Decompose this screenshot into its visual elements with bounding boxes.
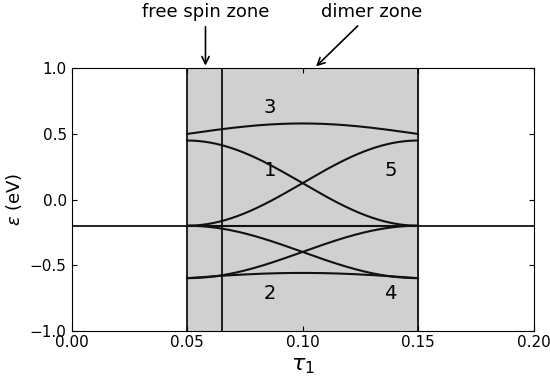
- Text: dimer zone: dimer zone: [317, 3, 422, 65]
- Text: 3: 3: [264, 98, 276, 117]
- Text: 5: 5: [384, 161, 397, 180]
- Text: 1: 1: [264, 161, 276, 180]
- Text: 4: 4: [384, 284, 397, 303]
- Bar: [222, 68, 418, 331]
- X-axis label: $\tau_1$: $\tau_1$: [290, 356, 315, 376]
- Text: 2: 2: [264, 284, 276, 303]
- Bar: [187, 68, 222, 331]
- Y-axis label: $\varepsilon$ (eV): $\varepsilon$ (eV): [4, 173, 24, 226]
- Text: free spin zone: free spin zone: [142, 3, 269, 64]
